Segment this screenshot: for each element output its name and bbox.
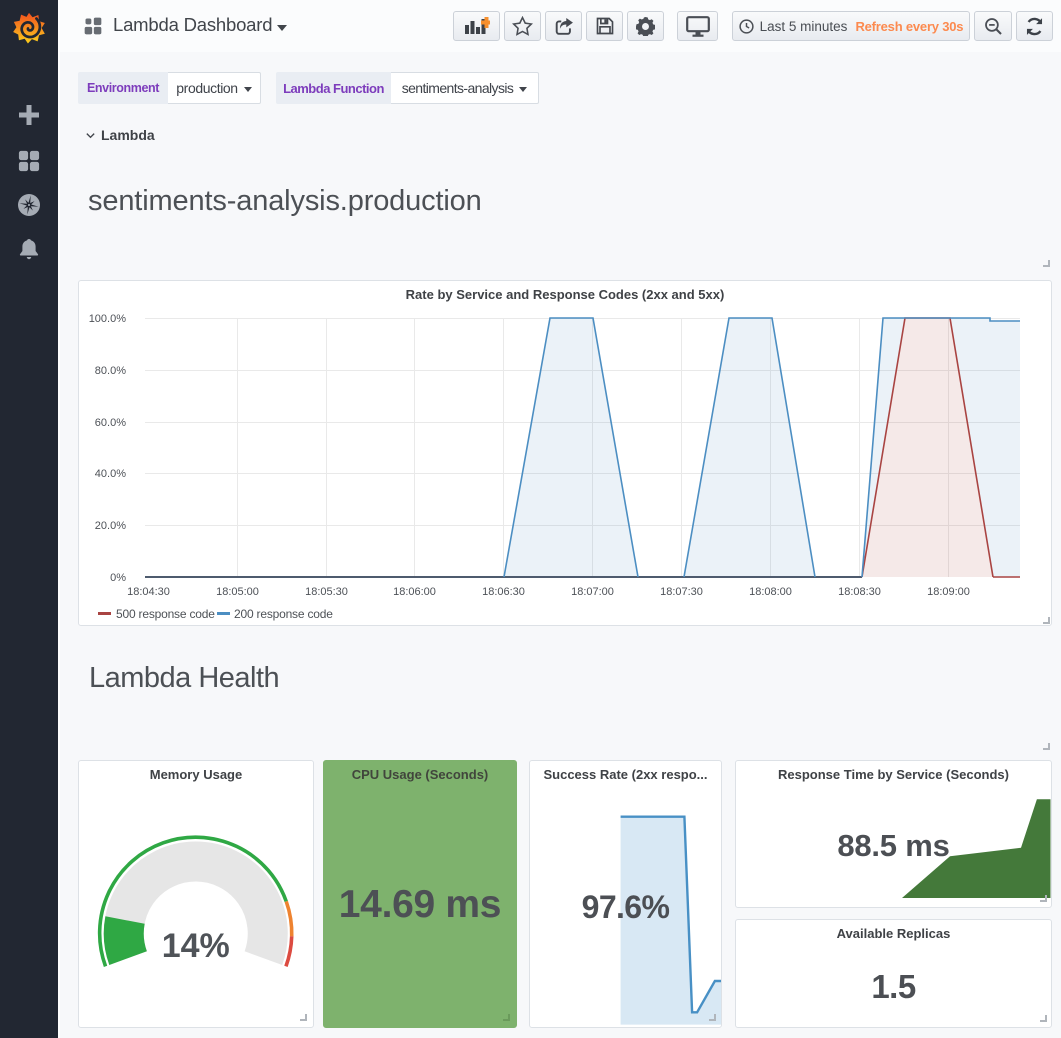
svg-text:18:06:30: 18:06:30	[482, 586, 525, 598]
svg-text:200 response code: 200 response code	[234, 607, 333, 621]
svg-text:18:08:30: 18:08:30	[838, 586, 881, 598]
svg-text:500 response code: 500 response code	[116, 607, 215, 621]
svg-text:14%: 14%	[162, 927, 230, 965]
svg-text:18:06:00: 18:06:00	[393, 586, 436, 598]
svg-text:18:04:30: 18:04:30	[127, 586, 170, 598]
svg-text:18:05:00: 18:05:00	[216, 586, 259, 598]
svg-text:18:05:30: 18:05:30	[305, 586, 348, 598]
svg-text:100.0%: 100.0%	[89, 313, 127, 325]
svg-text:60.0%: 60.0%	[95, 417, 126, 429]
svg-text:80.0%: 80.0%	[95, 365, 126, 377]
svg-text:0%: 0%	[110, 572, 126, 584]
svg-text:20.0%: 20.0%	[95, 520, 126, 532]
svg-text:40.0%: 40.0%	[95, 468, 126, 480]
svg-text:18:09:00: 18:09:00	[927, 586, 970, 598]
svg-text:18:07:00: 18:07:00	[571, 586, 614, 598]
svg-text:18:08:00: 18:08:00	[749, 586, 792, 598]
svg-text:18:07:30: 18:07:30	[660, 586, 703, 598]
